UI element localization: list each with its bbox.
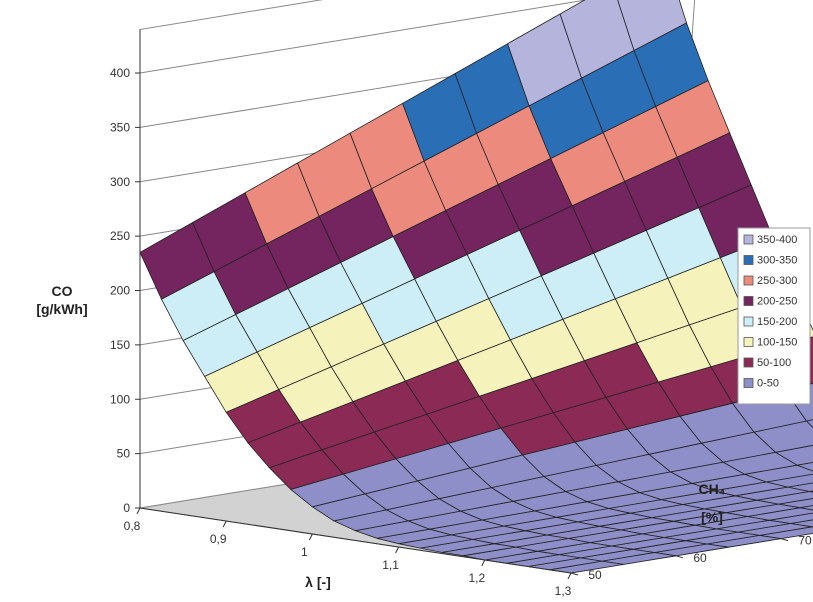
z-tick-label: 200 <box>110 284 130 298</box>
z-tick-label: 350 <box>110 120 130 134</box>
legend-swatch <box>743 357 754 368</box>
x-axis-line <box>139 507 572 574</box>
x-tick-mark <box>395 546 400 554</box>
z-tick-label: 250 <box>110 229 130 243</box>
x-tick-mark <box>481 559 486 567</box>
z-tick-label: 0 <box>123 501 130 515</box>
legend-label: 50-100 <box>757 357 791 369</box>
z-tick-label: 100 <box>110 392 130 406</box>
gridline-z-400 <box>139 0 589 74</box>
y-tick-label: 70 <box>798 534 812 548</box>
z-tick-label: 400 <box>110 66 130 80</box>
surface-cell-16-6 <box>799 505 813 511</box>
z-tick-label: 50 <box>117 447 131 461</box>
x-tick-mark <box>136 507 141 515</box>
x-tick-label: 0,8 <box>124 519 141 533</box>
legend-swatch <box>743 296 754 306</box>
x-tick-mark <box>222 520 227 528</box>
legend-swatch <box>743 234 754 245</box>
y-tick-mark <box>780 538 789 542</box>
legend-label: 250-300 <box>757 275 797 287</box>
y-tick-mark <box>675 555 684 559</box>
x-tick-mark <box>567 572 572 580</box>
legend-swatch <box>743 255 754 265</box>
y-axis-title-line1: CH₄ <box>699 481 726 497</box>
y-tick-mark <box>570 572 579 576</box>
x-tick-label: 1 <box>301 545 308 559</box>
x-axis-title: λ [-] <box>305 574 331 590</box>
legend-label: 200-250 <box>757 296 797 308</box>
y-tick-label: 60 <box>693 551 707 565</box>
legend-label: 0-50 <box>757 378 779 390</box>
legend-swatch <box>743 275 754 286</box>
z-tick-label: 300 <box>110 175 130 189</box>
y-axis-title-line2: [%] <box>701 509 723 525</box>
legend-label: 100-150 <box>757 337 797 349</box>
chart-axes: 0,80,911,11,21,3506070809010005010015020… <box>110 29 812 598</box>
x-tick-label: 1,2 <box>468 571 485 585</box>
legend-label: 350-400 <box>757 234 797 246</box>
legend-swatch <box>743 337 754 347</box>
x-tick-label: 1,1 <box>382 558 399 572</box>
legend-swatch <box>743 316 754 327</box>
legend-label: 150-200 <box>757 316 797 328</box>
legend-label: 300-350 <box>757 255 797 267</box>
z-axis-title-line1: CO <box>52 283 73 299</box>
y-tick-label: 50 <box>588 568 602 582</box>
legend-swatch <box>743 378 754 388</box>
surface-cell-0-0 <box>139 222 215 300</box>
legend: 350-400 300-350 250-300 200-250 150-200 100-1… <box>737 227 811 405</box>
x-tick-mark <box>308 533 313 541</box>
x-tick-label: 0,9 <box>210 532 227 546</box>
z-axis-title-line2: [g/kWh] <box>36 301 87 317</box>
z-tick-label: 150 <box>110 338 130 352</box>
x-tick-label: 1,3 <box>555 584 572 598</box>
